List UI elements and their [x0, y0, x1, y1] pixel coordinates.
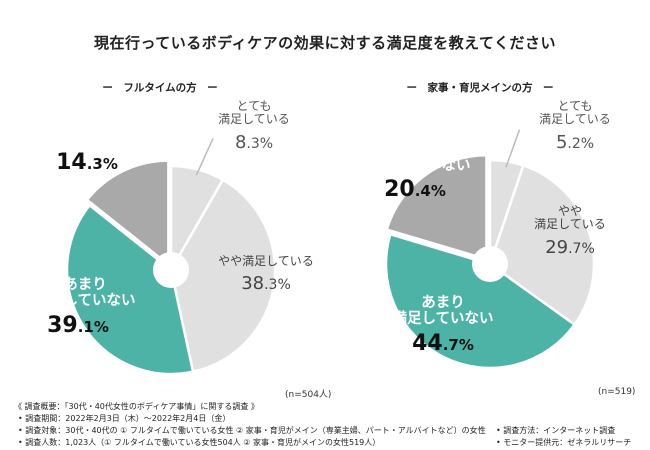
- right-value-notvery-int: 44: [412, 331, 443, 357]
- right-label-very-satisfied: とても 満足している 5.2%: [520, 99, 630, 153]
- right-value-very-dec: .2%: [567, 135, 595, 152]
- left-leader-line: [195, 138, 214, 176]
- left-sample-size: (n=504人): [285, 390, 332, 400]
- right-value-very-int: 5: [555, 131, 568, 153]
- right-label-very-line1: とても: [557, 99, 593, 113]
- right-label-notvery-line2: 満足していない: [392, 311, 494, 328]
- left-value-very-int: 8: [234, 131, 247, 153]
- right-label-not-at-all-satisfied: まったく 満足していない 20.4%: [345, 142, 495, 203]
- left-slice-not-very-satisfied: [65, 203, 195, 376]
- left-label-notatall-line2: 満足していない: [46, 131, 148, 148]
- right-label-not-very-satisfied: あまり 満足していない 44.7%: [368, 295, 518, 357]
- left-label-very-line1: とても: [236, 99, 272, 113]
- left-value-somewhat-int: 38: [241, 273, 265, 295]
- right-slice-not-at-all-satisfied: [385, 153, 488, 261]
- left-label-very-satisfied: とても 満足している 8.3%: [199, 99, 309, 153]
- left-value-somewhat-dec: .3%: [264, 277, 291, 294]
- left-chart-subtitle: ー フルタイムの方 ー: [102, 82, 218, 94]
- right-label-somewhat-line1: やや: [557, 204, 582, 218]
- chart-title: 現在行っているボディケアの効果に対する満足度を教えてください: [93, 34, 556, 52]
- notes-count: • 調査人数：1,023人（① フルタイムで働いている女性504人 ② 家事・育…: [18, 438, 381, 447]
- notes-target: • 調査対象：30代・40代の ① フルタイムで働いている女性 ② 家事・育児が…: [18, 426, 486, 435]
- pie-left: [65, 138, 277, 376]
- right-value-notatall-int: 20: [384, 177, 415, 203]
- left-slice-somewhat-satisfied: [169, 178, 277, 374]
- left-value-notatall-dec: .3%: [86, 155, 118, 174]
- left-pie-center-hole: [153, 252, 189, 288]
- pie-right: [384, 129, 596, 370]
- right-leader-line: [505, 129, 521, 168]
- left-slice-not-at-all-satisfied: [85, 159, 170, 268]
- right-slice-somewhat-satisfied: [488, 163, 596, 327]
- left-label-very-line2: 満足している: [218, 112, 290, 127]
- right-label-somewhat-satisfied: やや 満足している 29.7%: [510, 204, 630, 258]
- right-pie-center-hole: [472, 246, 508, 282]
- right-label-notvery-line1: あまり: [421, 295, 465, 311]
- notes-method: • 調査方法：インターネット調査: [496, 426, 616, 435]
- right-label-somewhat-line2: 満足している: [534, 217, 606, 232]
- left-label-not-at-all-satisfied: まったく 満足していない 14.3%: [22, 115, 172, 176]
- left-value-very-dec: .3%: [246, 135, 274, 152]
- left-value-notatall-int: 14: [56, 150, 87, 176]
- left-label-notatall-line1: まったく: [68, 115, 126, 131]
- right-label-notatall-line2: 満足していない: [369, 158, 471, 175]
- right-value-somewhat-int: 29: [545, 236, 569, 258]
- right-label-very-line2: 満足している: [539, 112, 611, 127]
- left-label-somewhat-satisfied: やや満足している 38.3%: [196, 254, 336, 295]
- left-label-notvery-line1: あまり: [63, 277, 107, 293]
- notes-overview: 《 調査概要：「30代・40代女性のボディケア事情」に関する調査 》: [14, 402, 259, 411]
- left-label-not-very-satisfied: あまり 満足していない 39.1%: [10, 277, 160, 339]
- right-value-notvery-dec: .7%: [442, 336, 474, 355]
- right-sample-size: (n=519): [598, 387, 636, 397]
- right-label-notatall-line1: まったく: [391, 142, 449, 158]
- right-slice-not-very-satisfied: [384, 232, 577, 370]
- left-label-somewhat-line1: やや満足している: [218, 254, 314, 268]
- right-chart-subtitle: ー 家事・育児メインの方 ー: [406, 82, 554, 94]
- right-value-notatall-dec: .4%: [414, 182, 446, 201]
- left-value-notvery-dec: .1%: [77, 318, 109, 337]
- right-value-somewhat-dec: .7%: [568, 240, 595, 257]
- left-value-notvery-int: 39: [47, 313, 78, 339]
- notes-provider: • モニター提供元：ゼネラルリサーチ: [496, 438, 632, 447]
- left-label-notvery-line2: 満足していない: [34, 293, 136, 310]
- notes-period: • 調査期間：2022年2月3日（木）～2022年2月4日（金）: [18, 414, 231, 423]
